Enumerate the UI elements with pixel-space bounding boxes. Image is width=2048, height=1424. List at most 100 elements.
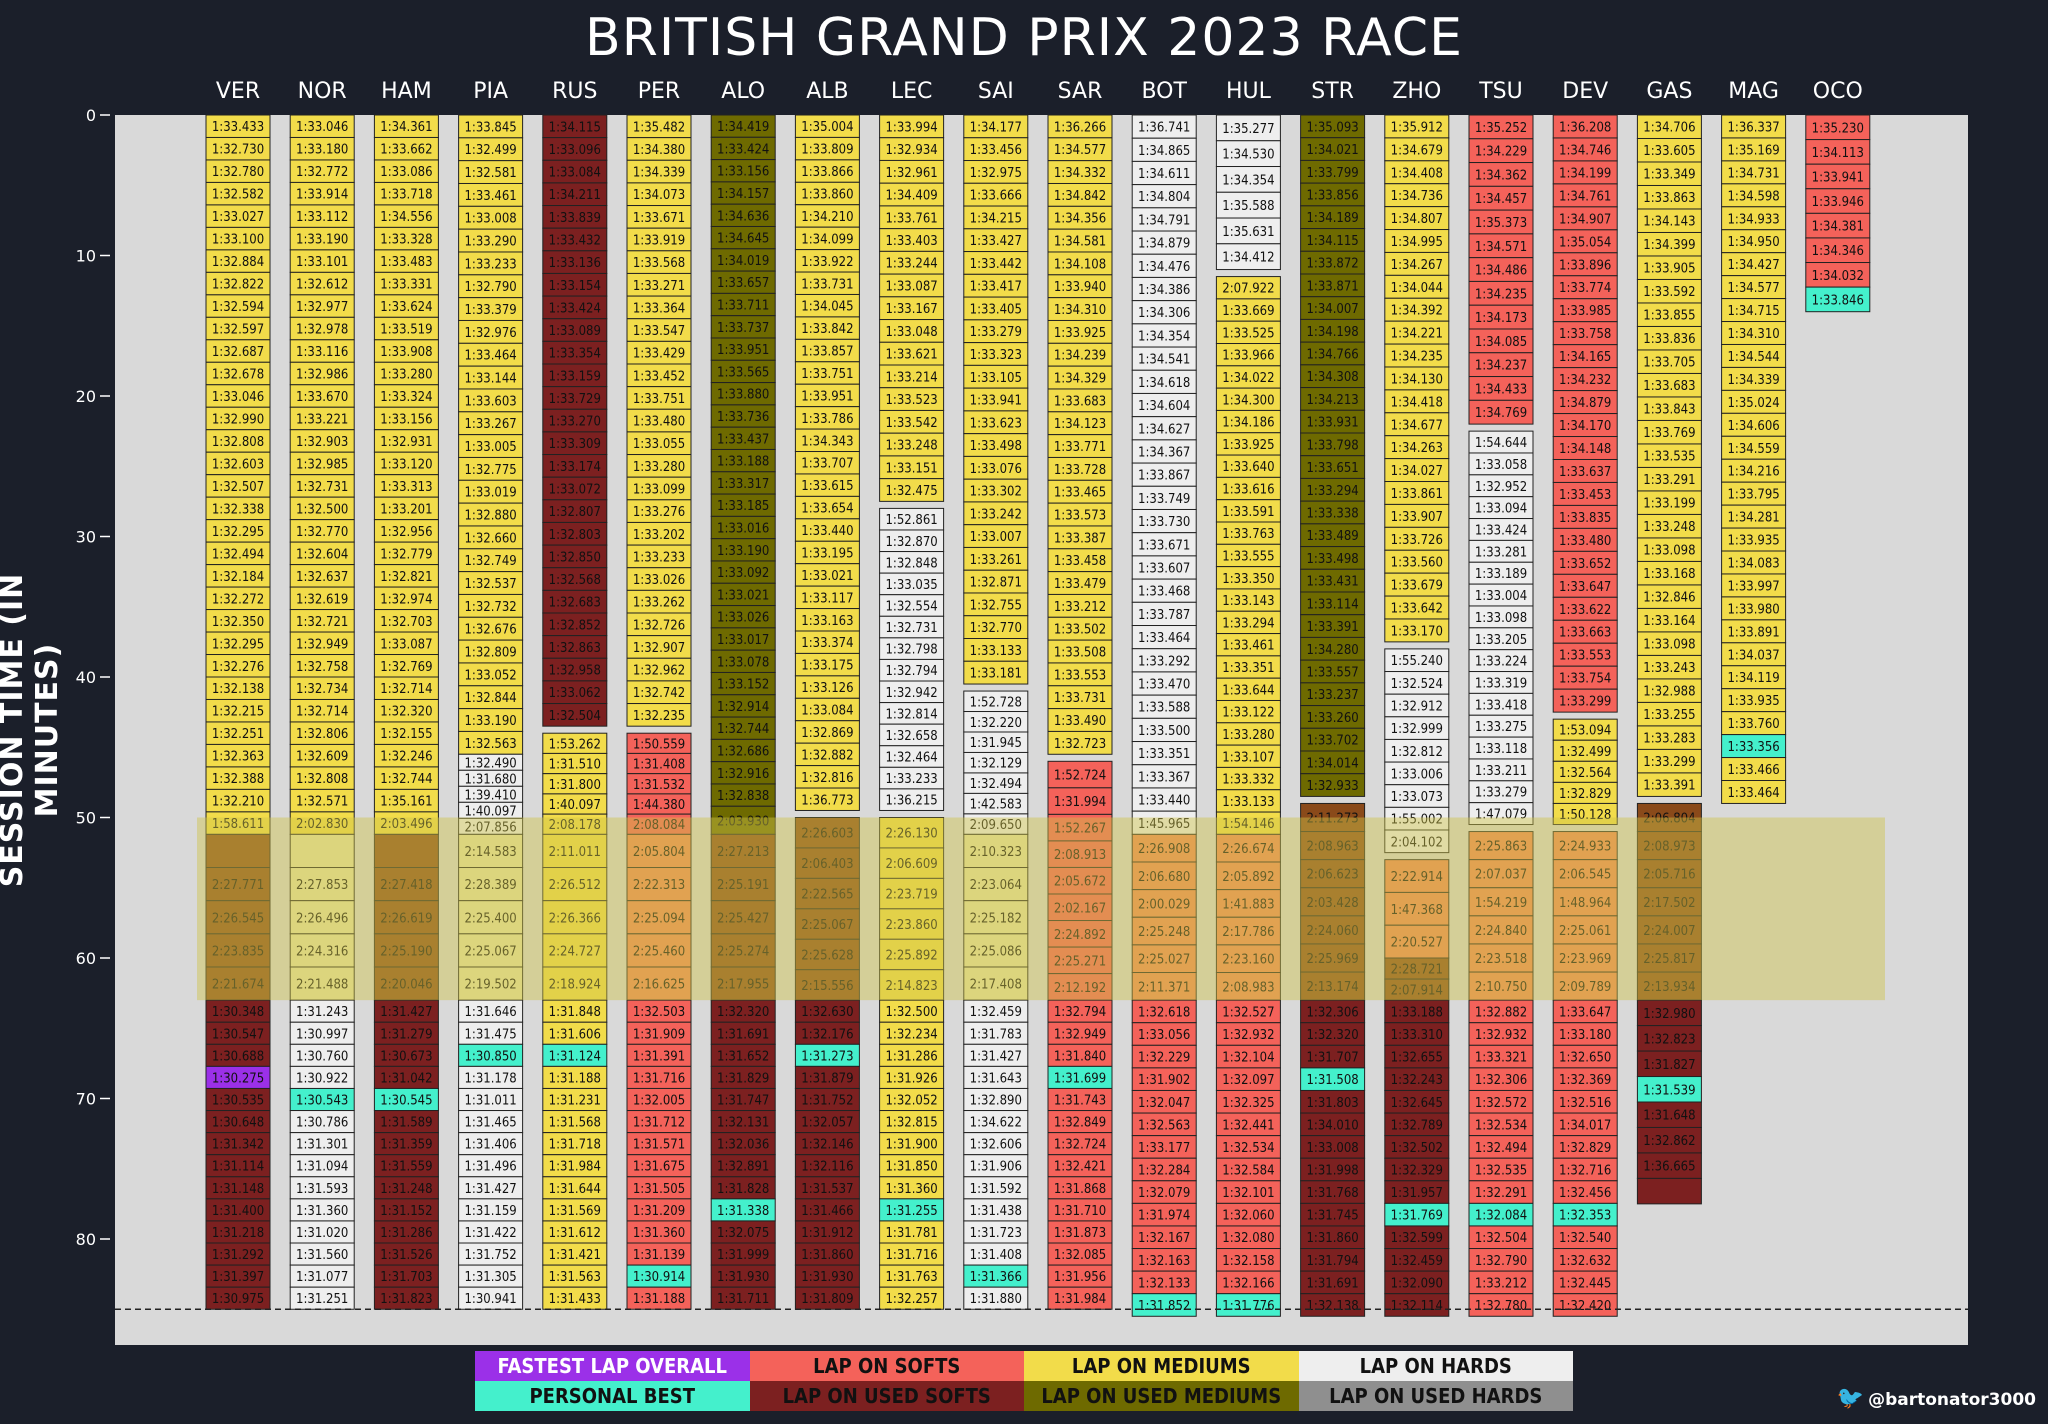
lap-time: 1:31.646 <box>464 1005 516 1020</box>
lap-time: 1:31.188 <box>633 1292 685 1307</box>
lap-time: 1:31.124 <box>549 1049 601 1064</box>
lap-time: 1:33.290 <box>464 235 516 250</box>
lap-time: 1:34.392 <box>1391 304 1443 319</box>
lap-time: 1:31.957 <box>1391 1186 1443 1201</box>
lap-time: 1:34.014 <box>1306 756 1358 771</box>
lap-time: 1:33.461 <box>464 189 516 204</box>
lap-time: 2:27.213 <box>717 845 769 860</box>
lap-cell <box>963 660 1029 685</box>
lap-time: 1:32.104 <box>1222 1051 1274 1066</box>
lap-time: 1:34.027 <box>1391 464 1443 479</box>
lap-time: 1:33.107 <box>1222 750 1274 765</box>
lap-time: 1:31.589 <box>380 1116 432 1131</box>
lap-time: 1:33.980 <box>1727 602 1779 617</box>
lap-time: 2:26.496 <box>296 911 348 926</box>
lap-time: 1:33.338 <box>1306 506 1358 521</box>
lap-time: 1:31.860 <box>1306 1231 1358 1246</box>
lap-time: 1:31.366 <box>970 1270 1022 1285</box>
lap-time: 1:33.188 <box>717 455 769 470</box>
lap-time: 1:32.980 <box>1643 1007 1695 1022</box>
lap-time: 2:03.496 <box>380 817 432 832</box>
lap-time: 1:33.261 <box>970 553 1022 568</box>
lap-time: 1:32.494 <box>212 547 264 562</box>
lap-time: 1:31.406 <box>464 1138 516 1153</box>
lap-time: 1:30.922 <box>296 1071 348 1086</box>
lap-time: 1:33.836 <box>1643 332 1695 347</box>
lap-time: 1:33.557 <box>1306 665 1358 680</box>
legend-item: PERSONAL BEST <box>475 1381 750 1411</box>
lap-time: 1:34.173 <box>1475 311 1527 326</box>
lap-time: 1:33.403 <box>885 234 937 249</box>
lap-time: 1:31.218 <box>212 1226 264 1241</box>
lap-time: 1:35.252 <box>1475 121 1527 136</box>
lap-time: 1:33.588 <box>1138 701 1190 716</box>
lap-time: 1:33.640 <box>1222 460 1274 475</box>
lap-time: 1:32.572 <box>1475 1096 1527 1111</box>
lap-time: 1:33.084 <box>801 704 853 719</box>
lap-time: 1:34.950 <box>1727 235 1779 250</box>
lap-cell <box>794 787 860 811</box>
lap-time: 1:35.912 <box>1391 120 1443 135</box>
lap-time: 1:33.489 <box>1306 529 1358 544</box>
lap-time: 1:33.642 <box>1391 602 1443 617</box>
lap-time: 1:33.349 <box>1643 168 1695 183</box>
lap-time: 1:31.703 <box>380 1270 432 1285</box>
lap-time: 1:32.630 <box>801 1005 853 1020</box>
lap-time: 1:32.871 <box>970 576 1022 591</box>
lap-cell <box>710 833 776 869</box>
lap-time: 1:31.273 <box>801 1049 853 1064</box>
lap-time: 1:34.198 <box>1306 325 1358 340</box>
lap-time: 1:34.769 <box>1475 406 1527 421</box>
lap-time: 1:31.422 <box>464 1226 516 1241</box>
lap-time: 1:34.108 <box>1054 257 1106 272</box>
lap-time: 1:33.118 <box>1475 742 1527 757</box>
lap-cell <box>879 1286 945 1310</box>
lap-time: 1:32.726 <box>633 618 685 633</box>
lap-time: 1:31.711 <box>717 1292 769 1307</box>
driver-label: SAR <box>1058 79 1103 104</box>
lap-time: 1:33.310 <box>1391 1028 1443 1043</box>
lap-time: 1:33.466 <box>1727 763 1779 778</box>
lap-time: 1:34.581 <box>1054 235 1106 250</box>
lap-time: 2:17.408 <box>970 978 1022 993</box>
lap-time: 1:32.388 <box>212 772 264 787</box>
lap-time: 2:25.190 <box>380 944 432 959</box>
lap-time: 1:33.432 <box>549 233 601 248</box>
lap-time: 2:07.922 <box>1222 282 1274 297</box>
lap-time: 1:33.461 <box>1222 639 1274 654</box>
lap-time: 2:25.086 <box>970 944 1022 959</box>
lap-time: 1:33.525 <box>1222 326 1274 341</box>
lap-time: 1:34.239 <box>1054 349 1106 364</box>
lap-time: 1:31.648 <box>1643 1109 1695 1124</box>
lap-time: 1:30.547 <box>212 1027 264 1042</box>
lap-time: 1:34.216 <box>1727 465 1779 480</box>
lap-cell <box>626 833 692 869</box>
lap-time: 1:33.845 <box>464 120 516 135</box>
lap-time: 1:32.758 <box>296 660 348 675</box>
lap-time: 1:32.507 <box>212 480 264 495</box>
lap-time: 1:32.210 <box>212 795 264 810</box>
lap-time: 1:32.494 <box>1475 1141 1527 1156</box>
lap-time: 1:30.648 <box>212 1116 264 1131</box>
lap-time: 1:34.148 <box>1559 442 1611 457</box>
lap-cell <box>289 867 355 902</box>
lap-time: 1:34.412 <box>1222 251 1274 266</box>
lap-time: 1:34.339 <box>1727 373 1779 388</box>
lap-time: 1:32.808 <box>212 435 264 450</box>
lap-time: 1:33.731 <box>801 277 853 292</box>
lap-cell <box>710 966 776 1001</box>
lap-time: 1:33.997 <box>1727 579 1779 594</box>
lap-time: 1:34.541 <box>1138 353 1190 368</box>
lap-time: 2:26.619 <box>380 911 432 926</box>
lap-time: 1:33.654 <box>801 502 853 517</box>
lap-time: 1:31.286 <box>380 1226 432 1241</box>
lap-time: 1:34.419 <box>717 120 769 135</box>
lap-time: 1:33.671 <box>1138 538 1190 553</box>
lap-time: 2:26.130 <box>885 827 937 842</box>
lap-time: 1:31.716 <box>885 1248 937 1263</box>
lap-time: 1:32.962 <box>633 664 685 679</box>
lap-time: 1:33.096 <box>549 143 601 158</box>
lap-time: 1:32.459 <box>1391 1254 1443 1269</box>
lap-time: 1:33.730 <box>1138 515 1190 530</box>
lap-cell <box>542 933 608 968</box>
